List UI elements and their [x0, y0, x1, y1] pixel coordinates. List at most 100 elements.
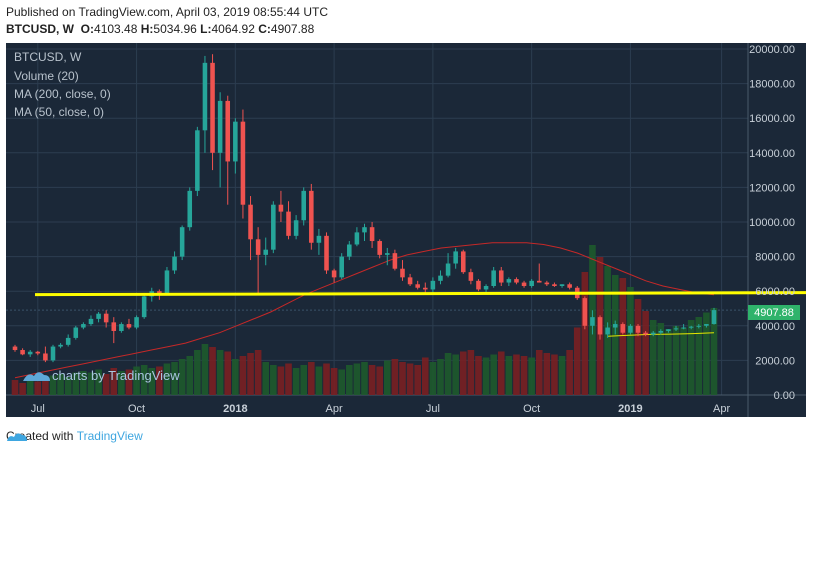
volume-bar-5: [49, 375, 57, 395]
candle-81: [628, 324, 633, 335]
volume-bar-35: [277, 366, 285, 395]
candle-26: [210, 54, 215, 171]
candle-73: [567, 282, 572, 290]
candle-90: [696, 324, 702, 329]
x-axis: Jul Oct 2018 Apr Jul Oct 2019 Apr: [31, 403, 731, 415]
candle-75: [582, 296, 588, 330]
candle-70: [544, 280, 550, 287]
volume-bar-3: [34, 381, 42, 395]
candle-55: [430, 277, 436, 293]
candle-body-20: [164, 270, 170, 293]
candle-body-34: [271, 204, 276, 250]
candle-80: [620, 322, 626, 335]
volume-bar-65: [505, 356, 513, 395]
y-tick-label-8: 16000.00: [749, 113, 795, 125]
cloud-icon: [23, 372, 50, 381]
candle-46: [362, 223, 367, 242]
candle-86: [666, 329, 671, 333]
ohlc-line: BTCUSD, W O:4103.48 H:5034.96 L:4064.92 …: [6, 22, 314, 36]
candle-body-60: [468, 272, 474, 281]
candle-body-87: [673, 328, 679, 330]
volume-bar-23: [186, 356, 194, 395]
volume-bar-85: [657, 323, 665, 395]
volume-bar-21: [171, 362, 178, 395]
volume-bar-58: [452, 354, 459, 395]
y-tick-label-6: 12000.00: [749, 182, 795, 194]
footer: Created with TradingView: [6, 429, 143, 443]
candle-49: [385, 247, 390, 266]
candle-body-48: [377, 241, 382, 255]
candle-30: [240, 109, 246, 219]
candle-body-77: [597, 317, 603, 335]
candle-64: [498, 266, 504, 287]
candle-27: [217, 92, 223, 188]
candle-body-30: [240, 121, 246, 205]
grid-lines: [6, 43, 806, 417]
volume-bar-87: [672, 326, 680, 395]
candle-36: [286, 201, 291, 240]
volume-bar-32: [254, 350, 262, 395]
y-tick-label-5: 10000.00: [749, 217, 795, 229]
y-tick-label-9: 18000.00: [749, 79, 795, 91]
tradingview-brand-link[interactable]: TradingView: [76, 429, 143, 443]
candle-body-14: [119, 324, 124, 331]
candle-body-66: [514, 279, 519, 283]
candle-23: [187, 187, 193, 231]
candle-65: [506, 277, 512, 287]
candle-41: [324, 232, 329, 274]
candle-body-53: [415, 284, 420, 288]
x-tick-label-3: Apr: [326, 403, 343, 415]
candle-0: [12, 344, 18, 352]
candle-body-91: [704, 324, 709, 326]
candle-44: [347, 241, 352, 261]
candle-24: [195, 126, 200, 197]
volume-bar-46: [361, 362, 368, 395]
candle-58: [453, 247, 458, 269]
candle-61: [476, 279, 481, 292]
candle-91: [704, 324, 709, 328]
last-price-tag: 4907.88: [748, 305, 800, 320]
volume-bar-25: [201, 344, 209, 395]
candle-body-63: [491, 270, 496, 287]
volume-bar-90: [695, 317, 703, 395]
volume-bar-69: [535, 350, 543, 395]
candle-body-11: [96, 313, 101, 319]
candlestick-chart[interactable]: 0.00 2000.00 4000.00 6000.00 8000.00 10000.00…: [6, 43, 806, 417]
candle-body-37: [293, 220, 299, 236]
volume-bar-40: [315, 366, 323, 395]
price-tag-bg: [748, 305, 800, 320]
volume-bar-62: [482, 357, 490, 395]
candle-body-27: [217, 100, 223, 153]
ma200-path: [14, 242, 715, 379]
support-level-line: [34, 291, 806, 297]
volume-bar-79: [611, 275, 619, 395]
candle-body-19: [157, 291, 162, 293]
volume-bar-70: [543, 353, 551, 395]
candle-63: [491, 266, 496, 288]
volume-bar-42: [330, 368, 338, 395]
candle-88: [681, 324, 686, 330]
candle-28: [225, 95, 231, 205]
candle-10: [88, 315, 94, 326]
candle-16: [134, 315, 139, 330]
candle-51: [400, 260, 405, 281]
ma200-line: [14, 242, 715, 379]
candle-body-80: [620, 324, 626, 333]
candle-body-64: [498, 270, 504, 283]
chart-panel[interactable]: 0.00 2000.00 4000.00 6000.00 8000.00 10000.00…: [6, 43, 806, 417]
volume-bar-17: [140, 365, 148, 395]
candle-body-47: [369, 227, 375, 242]
volume-bar-10: [87, 372, 95, 395]
candle-body-0: [12, 346, 18, 351]
candle-body-73: [567, 284, 572, 288]
candle-39: [309, 183, 314, 250]
candle-body-51: [400, 268, 405, 278]
candle-body-28: [225, 100, 231, 162]
candle-57: [445, 253, 451, 278]
volume-bar-59: [459, 351, 467, 395]
candle-83: [643, 330, 648, 337]
candle-77: [597, 315, 603, 340]
candle-body-41: [324, 235, 329, 271]
candle-38: [301, 187, 306, 226]
y-tick-label-2: 4000.00: [755, 321, 795, 333]
